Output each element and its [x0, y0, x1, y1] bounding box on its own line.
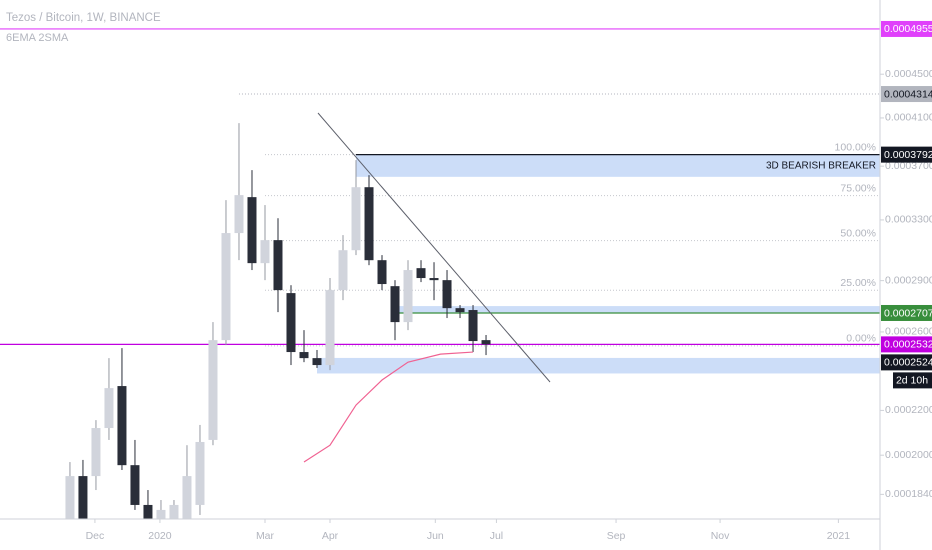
back-layer: 0.0004500 0.0004100 0.0003700 0.0003300 0.00… — [86, 68, 932, 542]
y-tick-label: 0.0002000 — [885, 449, 932, 461]
candle-body — [364, 187, 374, 261]
candle-body — [117, 386, 127, 466]
front-layer — [65, 123, 491, 519]
y-tick-label: 0.0002600 — [885, 326, 932, 338]
fib-label: 0.00% — [846, 333, 876, 345]
candle-body — [468, 310, 478, 342]
candle-body — [442, 280, 452, 309]
candle-body — [182, 476, 192, 519]
trend-line — [317, 112, 551, 383]
candle-body — [234, 195, 244, 234]
candle-body — [260, 240, 270, 264]
price-label: 0.0002532 — [884, 339, 932, 351]
candle-body — [390, 286, 400, 323]
candle-body — [299, 352, 309, 359]
price-label-box — [881, 86, 932, 103]
ema-line — [303, 351, 474, 463]
fib-label: 75.00% — [840, 182, 876, 194]
price-label-box — [881, 336, 932, 353]
x-tick-label: Dec — [86, 530, 105, 542]
zone-label: 3D BEARISH BREAKER — [766, 160, 876, 171]
candle-body — [78, 476, 88, 519]
price-label-box — [881, 304, 932, 321]
candle-body — [247, 197, 257, 264]
x-tick-label: 2021 — [827, 530, 851, 542]
candle-body — [481, 340, 491, 345]
candle-body — [338, 250, 348, 291]
candle-body — [130, 465, 140, 505]
mid-layer — [0, 28, 880, 345]
candle-body — [325, 290, 335, 366]
y-tick-label: 0.0004100 — [885, 112, 932, 124]
price-label: 0.0004955 — [884, 23, 932, 35]
candle-body — [273, 240, 283, 291]
chart-title: Tezos / Bitcoin, 1W, BINANCE — [6, 12, 161, 24]
y-tick-label: 0.0003700 — [885, 160, 932, 172]
price-label-box — [881, 354, 932, 371]
candle-body — [377, 260, 387, 285]
candle-body — [455, 308, 465, 313]
x-tick-label: Jul — [490, 530, 503, 542]
x-tick-label: Sep — [607, 530, 626, 542]
price-label: 0.0002707 — [884, 307, 932, 319]
price-label: 0.0004314 — [884, 88, 932, 100]
x-tick-label: Apr — [322, 530, 339, 542]
candle-body — [221, 233, 231, 341]
zone — [316, 357, 880, 374]
y-tick-label: 0.0004500 — [885, 68, 932, 80]
candle-body — [104, 388, 114, 429]
indicator-legend: 6EMA 2SMA — [6, 32, 69, 44]
x-tick-label: Jun — [427, 530, 444, 542]
zone — [356, 154, 880, 177]
zone — [395, 306, 880, 313]
y-tick-label: 0.0002200 — [885, 404, 932, 416]
candle-body — [156, 509, 166, 519]
label-layer: 3D BEARISH BREAKER 100.00% 75.00% 50.00% 25.… — [766, 20, 932, 389]
y-tick-label: 0.0003300 — [885, 214, 932, 226]
countdown-box — [893, 372, 932, 389]
fib-label: 25.00% — [840, 277, 876, 289]
candle-body — [312, 358, 322, 366]
candle-body — [351, 187, 361, 251]
countdown: 2d 10h — [896, 375, 928, 387]
x-tick-label: Nov — [711, 530, 730, 542]
price-label-box — [881, 146, 932, 163]
price-label-box — [881, 20, 932, 37]
y-tick-label: 0.0001840 — [885, 488, 932, 500]
candle-body — [286, 293, 296, 353]
candle-body — [416, 268, 426, 279]
candle-body — [403, 270, 413, 323]
candle-body — [91, 428, 101, 477]
candle-body — [429, 278, 439, 281]
candle-body — [169, 504, 179, 519]
x-tick-label: 2020 — [148, 530, 172, 542]
fib-label: 100.00% — [835, 141, 876, 153]
x-tick-label: Mar — [256, 530, 275, 542]
candle-body — [143, 504, 153, 519]
y-tick-label: 0.0002900 — [885, 274, 932, 286]
price-label: 0.0002524 — [884, 357, 932, 369]
fib-label: 50.00% — [840, 227, 876, 239]
candle-body — [195, 441, 205, 505]
price-label: 0.0003792 — [884, 149, 932, 161]
candle-body — [208, 340, 218, 440]
candle-body — [65, 476, 75, 519]
